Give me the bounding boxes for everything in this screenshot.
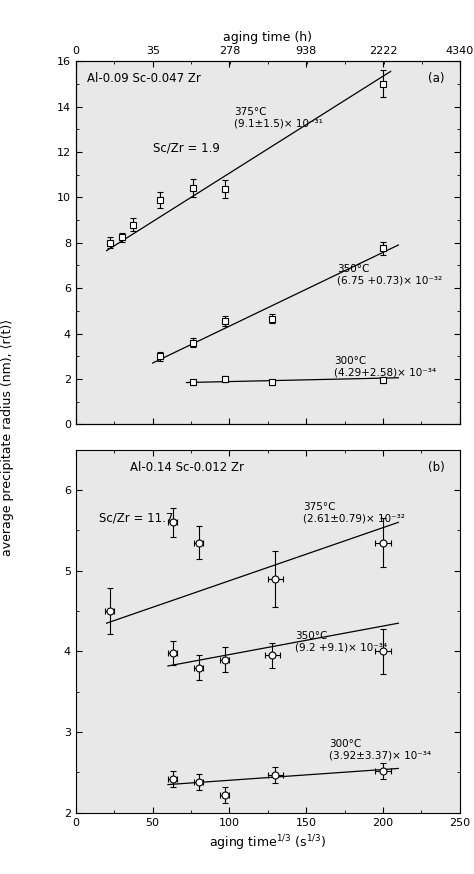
Text: 350°C
(6.75 +0.73)× 10⁻³²: 350°C (6.75 +0.73)× 10⁻³² xyxy=(337,264,442,285)
Text: average precipitate radius (nm), ⟨r(t)⟩: average precipitate radius (nm), ⟨r(t)⟩ xyxy=(0,318,14,556)
Text: Sc/Zr = 11.7: Sc/Zr = 11.7 xyxy=(99,511,173,524)
Text: 300°C
(3.92±3.37)× 10⁻³⁴: 300°C (3.92±3.37)× 10⁻³⁴ xyxy=(329,739,431,760)
Text: (a): (a) xyxy=(428,72,445,85)
Text: 300°C
(4.29+2.58)× 10⁻³⁴: 300°C (4.29+2.58)× 10⁻³⁴ xyxy=(334,356,436,378)
Text: 350°C
(9.2 +9.1)× 10⁻³⁴: 350°C (9.2 +9.1)× 10⁻³⁴ xyxy=(295,631,388,653)
Text: Sc/Zr = 1.9: Sc/Zr = 1.9 xyxy=(153,141,219,154)
Text: Al-0.14 Sc-0.012 Zr: Al-0.14 Sc-0.012 Zr xyxy=(129,461,244,474)
Text: Al-0.09 Sc-0.047 Zr: Al-0.09 Sc-0.047 Zr xyxy=(87,72,201,85)
Text: 375°C
(9.1±1.5)× 10⁻³¹: 375°C (9.1±1.5)× 10⁻³¹ xyxy=(234,108,323,128)
X-axis label: aging time (h): aging time (h) xyxy=(223,31,312,44)
Text: 375°C
(2.61±0.79)× 10⁻³²: 375°C (2.61±0.79)× 10⁻³² xyxy=(303,502,405,524)
X-axis label: aging time$^{1/3}$ (s$^{1/3}$): aging time$^{1/3}$ (s$^{1/3}$) xyxy=(209,833,327,853)
Text: (b): (b) xyxy=(428,461,445,474)
